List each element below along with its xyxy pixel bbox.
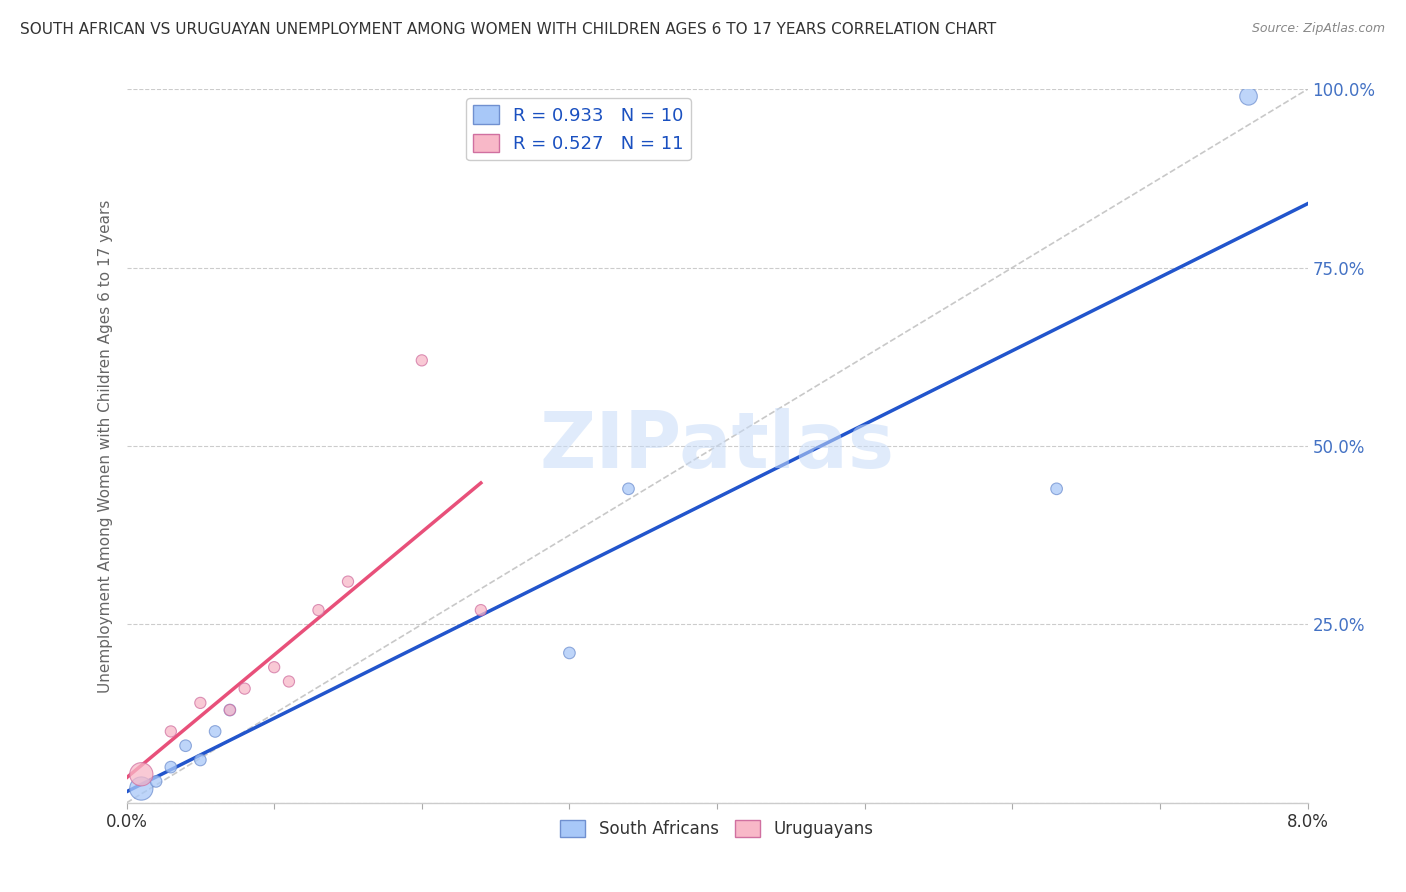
Point bbox=[219, 703, 242, 717]
Text: Source: ZipAtlas.com: Source: ZipAtlas.com bbox=[1251, 22, 1385, 36]
Point bbox=[263, 660, 285, 674]
Point bbox=[278, 674, 301, 689]
Point bbox=[129, 781, 153, 796]
Point bbox=[558, 646, 581, 660]
Point bbox=[411, 353, 433, 368]
Point bbox=[160, 760, 183, 774]
Point bbox=[1046, 482, 1069, 496]
Point bbox=[129, 767, 153, 781]
Point bbox=[204, 724, 226, 739]
Point bbox=[470, 603, 492, 617]
Point bbox=[617, 482, 640, 496]
Point bbox=[174, 739, 197, 753]
Legend: South Africans, Uruguayans: South Africans, Uruguayans bbox=[554, 813, 880, 845]
Point bbox=[188, 696, 212, 710]
Text: ZIPatlas: ZIPatlas bbox=[540, 408, 894, 484]
Point bbox=[233, 681, 256, 696]
Y-axis label: Unemployment Among Women with Children Ages 6 to 17 years: Unemployment Among Women with Children A… bbox=[97, 199, 112, 693]
Point bbox=[219, 703, 242, 717]
Point bbox=[145, 774, 167, 789]
Point bbox=[188, 753, 212, 767]
Point bbox=[337, 574, 360, 589]
Text: SOUTH AFRICAN VS URUGUAYAN UNEMPLOYMENT AMONG WOMEN WITH CHILDREN AGES 6 TO 17 Y: SOUTH AFRICAN VS URUGUAYAN UNEMPLOYMENT … bbox=[20, 22, 995, 37]
Point bbox=[160, 724, 183, 739]
Point bbox=[307, 603, 329, 617]
Point bbox=[1237, 89, 1260, 103]
